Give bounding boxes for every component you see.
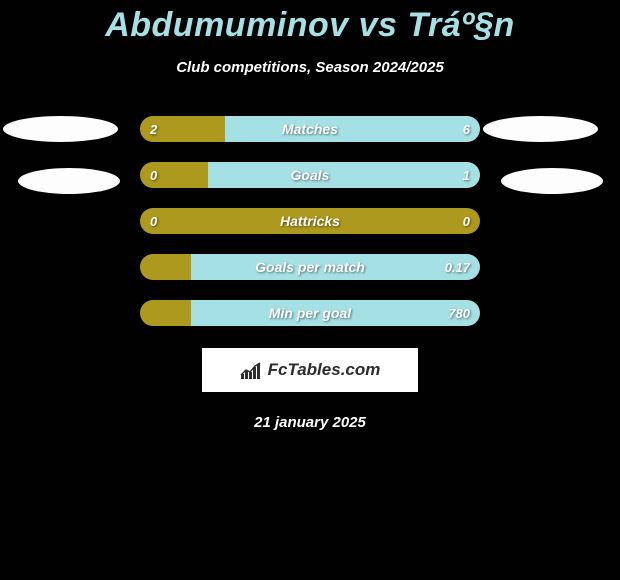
date-label: 21 january 2025 — [0, 414, 620, 431]
stat-label: Hattricks — [140, 208, 480, 234]
stat-row: Goals0 1 — [140, 162, 480, 188]
stat-value-right: 1 — [463, 162, 470, 188]
stat-row: Hattricks0 0 — [140, 208, 480, 234]
stat-label: Matches — [140, 116, 480, 142]
stat-value-right: 0 — [463, 208, 470, 234]
stat-value-left: 0 — [150, 208, 157, 234]
chart-icon — [240, 361, 262, 379]
stat-value-right: 780 — [448, 300, 470, 326]
decorative-ellipse — [501, 168, 603, 194]
stat-row: Goals per match0.17 — [140, 254, 480, 280]
decorative-ellipse — [483, 116, 598, 142]
decorative-ellipse — [3, 116, 118, 142]
stat-label: Goals — [140, 162, 480, 188]
stat-label: Goals per match — [140, 254, 480, 280]
brand-logo: FcTables.com — [202, 348, 418, 392]
stat-label: Min per goal — [140, 300, 480, 326]
decorative-ellipse — [18, 168, 120, 194]
stat-row: Min per goal780 — [140, 300, 480, 326]
stat-value-right: 6 — [463, 116, 470, 142]
stat-value-left: 0 — [150, 162, 157, 188]
subtitle: Club competitions, Season 2024/2025 — [0, 59, 620, 76]
comparison-stage: Matches26Goals01Hattricks00Goals per mat… — [0, 116, 620, 431]
stat-value-left: 2 — [150, 116, 157, 142]
page-title: Abdumuminov vs Tráº§n — [0, 0, 620, 45]
stat-row: Matches2 6 — [140, 116, 480, 142]
brand-text: FcTables.com — [268, 360, 381, 380]
stat-value-right: 0.17 — [445, 254, 470, 280]
